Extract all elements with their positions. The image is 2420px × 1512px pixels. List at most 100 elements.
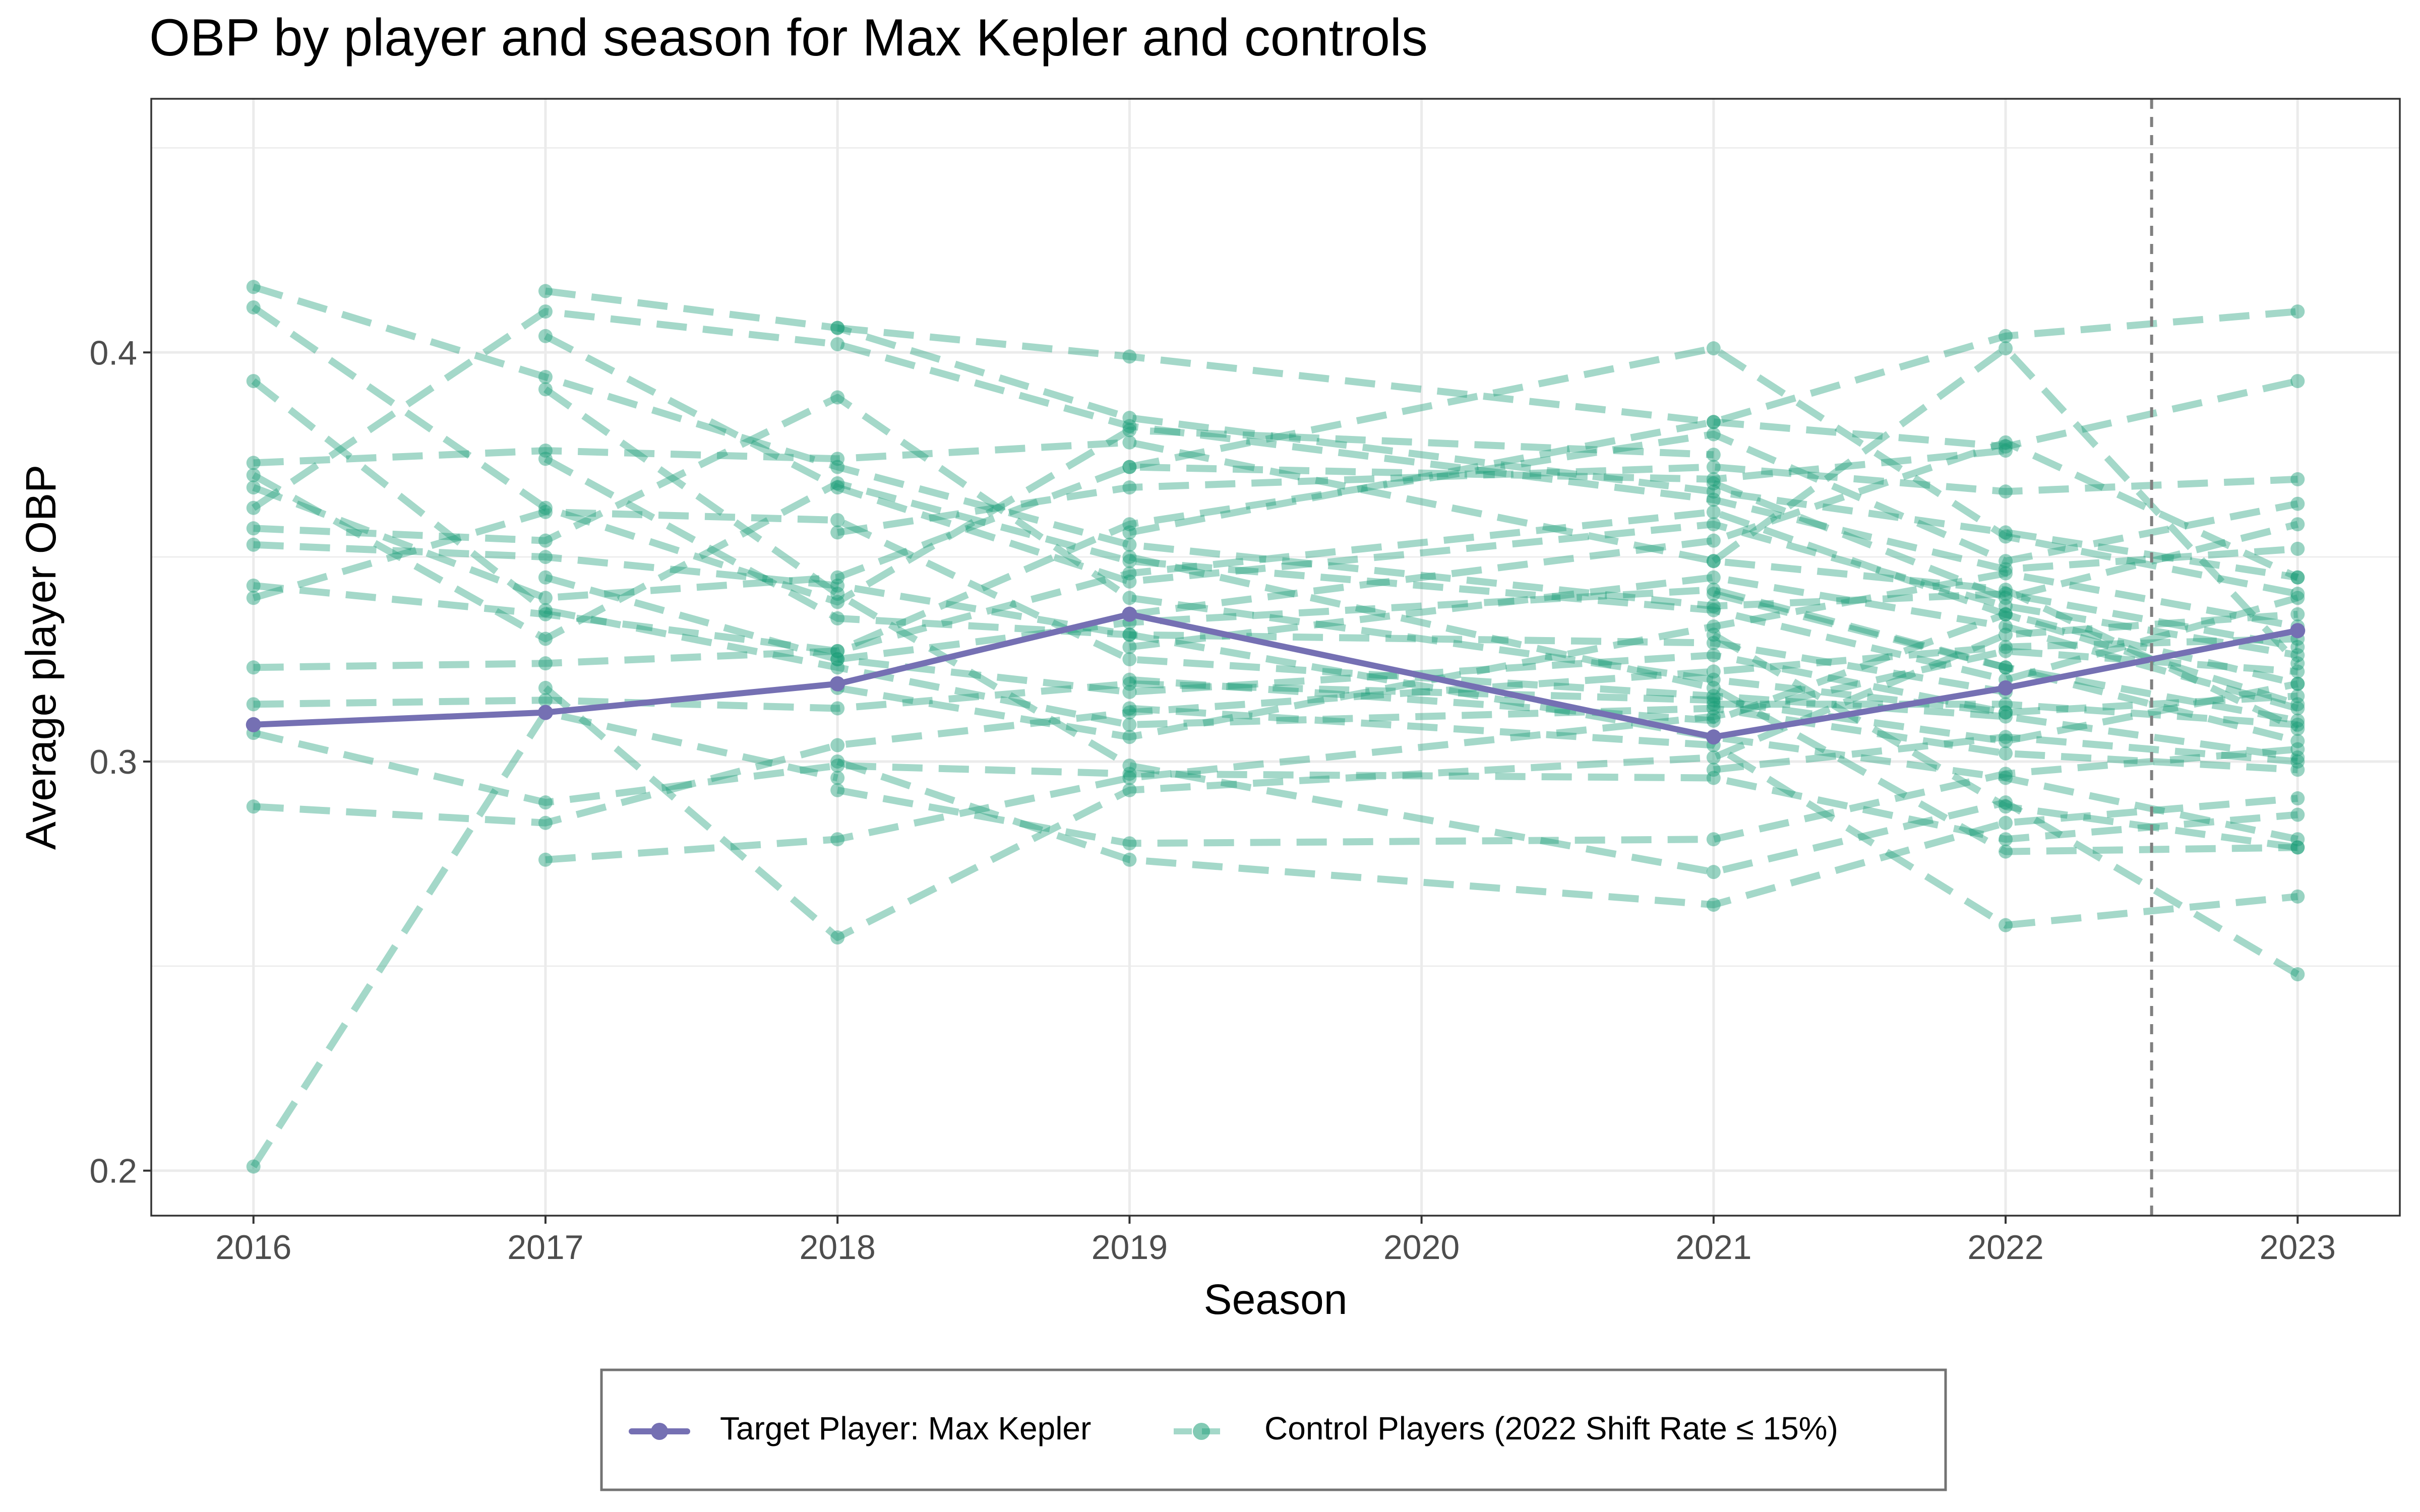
control-player-point	[1706, 472, 1721, 486]
control-player-point	[1999, 767, 2013, 781]
grid-layer	[151, 99, 2400, 1216]
control-player-point	[830, 644, 845, 658]
control-player-point	[1706, 898, 1721, 912]
control-player-point	[2290, 541, 2305, 556]
target-player-point	[537, 705, 553, 720]
control-player-point	[1706, 672, 1721, 687]
control-player-point	[830, 754, 845, 769]
control-player-point	[1122, 537, 1137, 552]
control-player-line	[837, 324, 2298, 450]
control-player-point	[2290, 697, 2305, 712]
control-player-point	[1999, 329, 2013, 343]
x-tick-label: 2022	[1967, 1228, 2043, 1267]
control-player-point	[246, 660, 261, 675]
x-tick-label: 2021	[1675, 1228, 1751, 1267]
control-player-point	[1706, 415, 1721, 429]
control-player-point	[830, 738, 845, 752]
control-player-line	[253, 635, 2298, 827]
control-player-line	[251, 304, 1714, 606]
control-player-point	[1706, 627, 1721, 642]
target-player-point	[830, 676, 845, 691]
control-player-point	[1122, 349, 1137, 364]
control-player-point	[1999, 660, 2013, 675]
control-player-point	[1122, 640, 1137, 654]
legend-label-control: Control Players (2022 Shift Rate ≤ 15%)	[1264, 1410, 1838, 1446]
control-player-point	[538, 533, 553, 548]
target-player-point	[1122, 606, 1137, 622]
y-tick-label: 0.4	[89, 334, 137, 372]
control-player-point	[1122, 525, 1137, 540]
control-player-point	[2290, 656, 2305, 671]
control-player-point	[1706, 492, 1721, 507]
control-player-point	[1122, 550, 1137, 564]
control-player-point	[246, 468, 261, 482]
control-player-point	[1122, 836, 1137, 851]
control-player-point	[1706, 583, 1721, 597]
control-player-point	[1999, 444, 2013, 458]
control-player-point	[246, 697, 261, 712]
control-player-line	[545, 287, 2298, 581]
control-player-point	[1999, 566, 2013, 581]
control-player-line	[836, 745, 2298, 847]
control-player-point	[1999, 640, 2013, 654]
control-player-line	[1713, 701, 2298, 728]
control-player-point	[1999, 439, 2013, 454]
control-player-point	[246, 537, 261, 552]
control-player-point	[1122, 717, 1137, 732]
control-player-point	[1122, 705, 1137, 720]
control-player-line	[837, 570, 2298, 741]
control-player-line	[543, 610, 2298, 941]
control-player-point	[1999, 832, 2013, 847]
control-player-point	[1122, 627, 1137, 642]
control-player-point	[1706, 415, 1721, 429]
target-player-point	[1998, 680, 2014, 696]
control-player-point	[1706, 636, 1721, 650]
control-player-point	[1706, 603, 1721, 617]
control-player-point	[1999, 746, 2013, 761]
control-player-point	[830, 783, 845, 797]
control-player-line	[252, 447, 2006, 602]
control-player-line	[545, 647, 2298, 863]
control-player-point	[2290, 607, 2305, 621]
control-player-point	[246, 500, 261, 515]
control-player-point	[538, 656, 553, 671]
control-player-point	[1122, 771, 1137, 785]
control-player-point	[830, 587, 845, 601]
control-player-line	[253, 438, 2300, 732]
control-player-point	[1706, 448, 1721, 462]
plot-border	[150, 98, 2401, 1217]
control-player-point	[1999, 627, 2013, 642]
control-player-point	[2290, 722, 2305, 736]
control-player-point	[830, 513, 845, 528]
control-player-point	[1706, 587, 1721, 601]
control-player-point	[830, 321, 845, 335]
control-player-point	[830, 611, 845, 625]
control-player-point	[246, 480, 261, 495]
control-player-point	[1706, 709, 1721, 724]
control-player-point	[1122, 684, 1137, 699]
legend-box	[600, 1368, 1947, 1491]
control-player-point	[830, 337, 845, 352]
control-player-point	[538, 382, 553, 397]
control-player-point	[1999, 705, 2013, 720]
control-player-point	[1706, 701, 1721, 716]
control-player-point	[830, 595, 845, 609]
control-player-point	[538, 550, 553, 564]
x-tick-label: 2019	[1092, 1228, 1168, 1267]
control-player-point	[830, 480, 845, 495]
target-player-point	[2290, 623, 2306, 639]
control-player-point	[2290, 591, 2305, 605]
control-player-point	[830, 660, 845, 675]
control-player-point	[1122, 435, 1137, 450]
control-player-point	[1999, 525, 2013, 540]
control-player-point	[2290, 689, 2305, 704]
control-player-point	[1706, 865, 1721, 879]
control-player-point	[2290, 750, 2305, 765]
control-player-point	[1706, 680, 1721, 695]
control-player-point	[2290, 967, 2305, 982]
control-player-point	[1122, 852, 1137, 867]
control-player-point	[1999, 644, 2013, 658]
control-player-point	[1999, 619, 2013, 634]
control-player-point	[246, 1159, 261, 1174]
control-player-point	[538, 369, 553, 384]
